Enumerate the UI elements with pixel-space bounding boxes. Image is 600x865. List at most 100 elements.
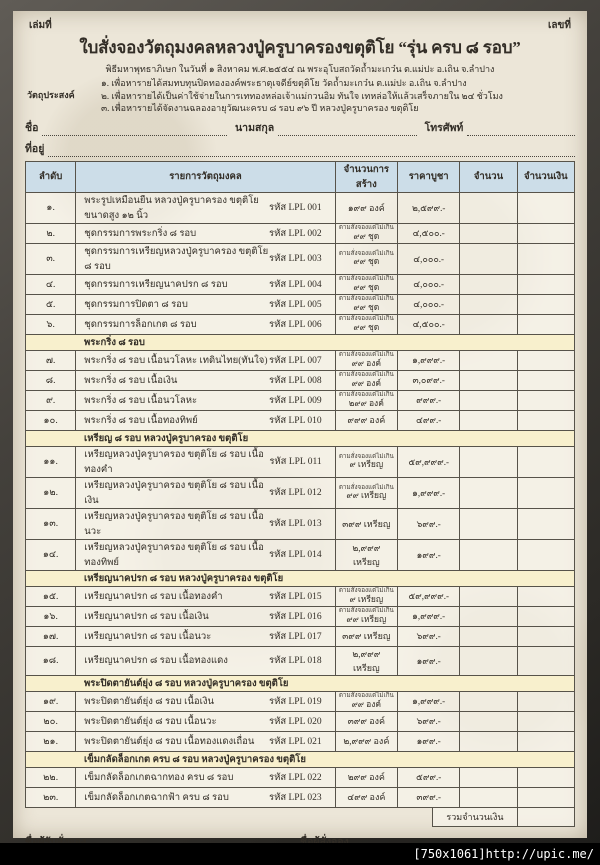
item-name: ชุดกรรมการล็อกเกต ๘ รอบ: [84, 319, 197, 330]
amount-cell: [516, 605, 576, 627]
amount-cell: [516, 766, 576, 788]
amount-cell: [516, 786, 576, 808]
item-code: รหัส LPL 004: [268, 279, 322, 290]
item-no: ๒๒.: [24, 766, 77, 788]
made-quantity-note: ตามสั่งจองแต่ไม่เกิน: [338, 275, 394, 283]
amount-cell: [516, 730, 576, 752]
order-quantity-cell: [459, 349, 518, 371]
order-table: ลำดับ รายการวัตถุมงคล จำนวนการสร้าง ราคาบูช…: [24, 160, 576, 808]
objective-line: ๑. เพื่อหารายได้สมทบทุนปิดทององค์พระธาตุ…: [101, 78, 467, 88]
item-name-cell: เหรียญหลวงปู่ครูบาครอง ขตุติโย ๘ รอบ เนื…: [75, 476, 336, 509]
item-code: รหัส LPL 001: [268, 203, 322, 213]
item-name: ชุดกรรมการปิดตา ๘ รอบ: [84, 299, 188, 310]
item-code: รหัส LPL 010: [268, 415, 322, 426]
amount-cell: [516, 585, 576, 607]
item-no: ๘.: [24, 369, 77, 391]
doc-no-label: เลขที่: [548, 20, 571, 31]
made-quantity: ตามสั่งจองแต่ไม่เกิน ๙๙ ชุด: [334, 293, 399, 315]
order-quantity-cell: [459, 389, 518, 411]
item-code: รหัส LPL 011: [269, 457, 322, 467]
item-name: ชุดกรรมการพระกริ่ง ๘ รอบ: [84, 228, 197, 239]
amount-cell: [516, 349, 576, 371]
order-quantity-cell: [459, 690, 518, 712]
made-quantity-value: ๙๙ องค์: [351, 698, 382, 709]
item-name: เข็มกลัดล็อกเกตฉากฟ้า ครบ ๘ รอบ: [84, 792, 229, 803]
item-name-cell: เหรียญนาคปรก ๘ รอบ เนื้อนวะ รหัส LPL 017: [75, 625, 336, 647]
table-row: ๑. พระรูปเหมือนยืน หลวงปู่ครูบาครอง ขตุติ…: [24, 191, 576, 224]
order-quantity-cell: [459, 730, 518, 752]
amount-cell: [516, 645, 576, 676]
item-name-cell: เหรียญหลวงปู่ครูบาครอง ขตุติโย ๘ รอบ เนื…: [75, 445, 336, 478]
amount-cell: [516, 507, 576, 540]
order-quantity-cell: [459, 445, 518, 478]
section-header-row: เข็มกลัดล็อกเกต ครบ ๘ รอบ หลวงปู่ครูบาคร…: [25, 750, 575, 768]
table-row: ๒๐. พระปิดตายันต์ยุ่ง ๘ รอบ เนื้อนวะ รหัส …: [24, 710, 576, 732]
price: ๔๙๙.-: [396, 409, 461, 431]
item-code: รหัส LPL 006: [268, 319, 322, 330]
price: ๒,๕๙๙.-: [396, 191, 461, 224]
made-quantity: ๒,๙๙๙ องค์: [334, 730, 399, 752]
amount-cell: [516, 710, 576, 732]
table-row: ๒. ชุดกรรมการพระกริ่ง ๘ รอบ รหัส LPL 002 ตา…: [24, 222, 576, 244]
phone-label: โทรศัพท์: [424, 122, 464, 134]
made-quantity-note: ตามสั่งจองแต่ไม่เกิน: [338, 315, 394, 323]
made-quantity: ตามสั่งจองแต่ไม่เกิน ๙๙ ชุด: [334, 313, 399, 335]
item-name: พระกริ่ง ๘ รอบ เนื้อเงิน: [84, 375, 178, 386]
item-code: รหัส LPL 008: [268, 375, 322, 386]
order-form-page: เล่มที่ เลขที่ ใบสั่งจองวัตถุมงคลหลวงปู่…: [13, 11, 587, 865]
item-code: รหัส LPL 016: [268, 611, 322, 622]
objectives-list: ๑. เพื่อหารายได้สมทบทุนปิดทององค์พระธาตุ…: [101, 77, 575, 115]
item-no: ๑๘.: [24, 645, 77, 676]
made-quantity: ๒,๙๙๙ เหรียญ: [334, 538, 399, 571]
section-header-row: เหรียญ ๘ รอบ หลวงปู่ครูบาครอง ขตุติโย: [25, 429, 575, 447]
order-quantity-cell: [459, 293, 518, 315]
made-quantity: ตามสั่งจองแต่ไม่เกิน๙ เหรียญ: [334, 585, 399, 607]
made-quantity-note: ตามสั่งจองแต่ไม่เกิน: [338, 607, 394, 615]
item-no: ๑๖.: [24, 605, 77, 627]
made-quantity-value: ๒,๙๙๙ เหรียญ: [352, 542, 381, 567]
section-header-label: พระกริ่ง ๘ รอบ: [25, 333, 575, 351]
amount-cell: [516, 369, 576, 391]
item-code: รหัส LPL 021: [268, 736, 322, 747]
item-code: รหัส LPL 018: [268, 656, 322, 666]
item-code: รหัส LPL 022: [268, 772, 322, 783]
amount-cell: [516, 313, 576, 335]
item-name-cell: เหรียญนาคปรก ๘ รอบ เนื้อทองแดง รหัส LPL 0…: [75, 645, 336, 676]
item-name-cell: พระกริ่ง ๘ รอบ เนื้อนวโลหะ เทดินไทย(ทันใ…: [75, 349, 336, 371]
price: ๖๙๙.-: [396, 710, 461, 732]
item-name: ชุดกรรมการเหรียญหลวงปู่ครูบาครอง ขตุติโย…: [84, 246, 269, 272]
made-quantity-value: ๙ เหรียญ: [349, 459, 384, 470]
table-body: ๑. พระรูปเหมือนยืน หลวงปู่ครูบาครอง ขตุติ…: [24, 191, 576, 808]
table-row: ๒๑. พระปิดตายันต์ยุ่ง ๘ รอบ เนื้อทองแดงเถ…: [24, 730, 576, 752]
table-row: ๑๑. เหรียญหลวงปู่ครูบาครอง ขตุติโย ๘ รอบ …: [24, 445, 576, 478]
made-quantity: ตามสั่งจองแต่ไม่เกิน ๙๙ องค์: [334, 349, 399, 371]
made-quantity-value: ๙๙ ชุด: [353, 256, 380, 267]
section-header-label: เข็มกลัดล็อกเกต ครบ ๘ รอบ หลวงปู่ครูบาคร…: [25, 750, 575, 768]
price: ๔,๕๐๐.-: [396, 313, 461, 335]
total-amount-cell: [518, 807, 575, 827]
item-name: เหรียญหลวงปู่ครูบาครอง ขตุติโย ๘ รอบ เนื…: [84, 480, 264, 506]
made-quantity-note: ตามสั่งจองแต่ไม่เกิน: [338, 483, 394, 491]
item-no: ๗.: [24, 349, 77, 371]
made-quantity: ตามสั่งจองแต่ไม่เกิน๙ เหรียญ: [334, 445, 399, 478]
price: ๔,๐๐๐.-: [396, 273, 461, 295]
table-row: ๙. พระกริ่ง ๘ รอบ เนื้อนวโลหะ รหัส LPL 009…: [24, 389, 576, 411]
column-header: จำนวน: [459, 160, 518, 193]
item-name: พระกริ่ง ๘ รอบ เนื้อทองทิพย์: [84, 415, 198, 426]
made-quantity: ตามสั่งจองแต่ไม่เกิน ๙๙ ชุด: [334, 242, 399, 275]
table-row: ๗. พระกริ่ง ๘ รอบ เนื้อนวโลหะ เทดินไทย(ทั…: [24, 349, 576, 371]
order-quantity-cell: [459, 585, 518, 607]
made-quantity-value: ๙๙ ชุด: [353, 301, 380, 312]
table-row: ๑๒. เหรียญหลวงปู่ครูบาครอง ขตุติโย ๘ รอบ …: [24, 476, 576, 509]
item-no: ๒.: [24, 222, 77, 244]
item-name-cell: พระกริ่ง ๘ รอบ เนื้อเงิน รหัส LPL 008: [75, 369, 336, 391]
made-quantity-value: ๙๙๙ องค์: [347, 415, 386, 425]
made-quantity-note: ตามสั่งจองแต่ไม่เกิน: [338, 587, 394, 595]
made-quantity-note: ตามสั่งจองแต่ไม่เกิน: [338, 452, 394, 460]
item-name: ชุดกรรมการเหรียญนาคปรก ๘ รอบ: [84, 279, 228, 290]
price: ๑,๙๙๙.-: [396, 349, 461, 371]
order-quantity-cell: [459, 369, 518, 391]
made-quantity: ๙๙๙ องค์: [334, 409, 399, 431]
column-header: จำนวนการสร้าง: [334, 160, 399, 193]
